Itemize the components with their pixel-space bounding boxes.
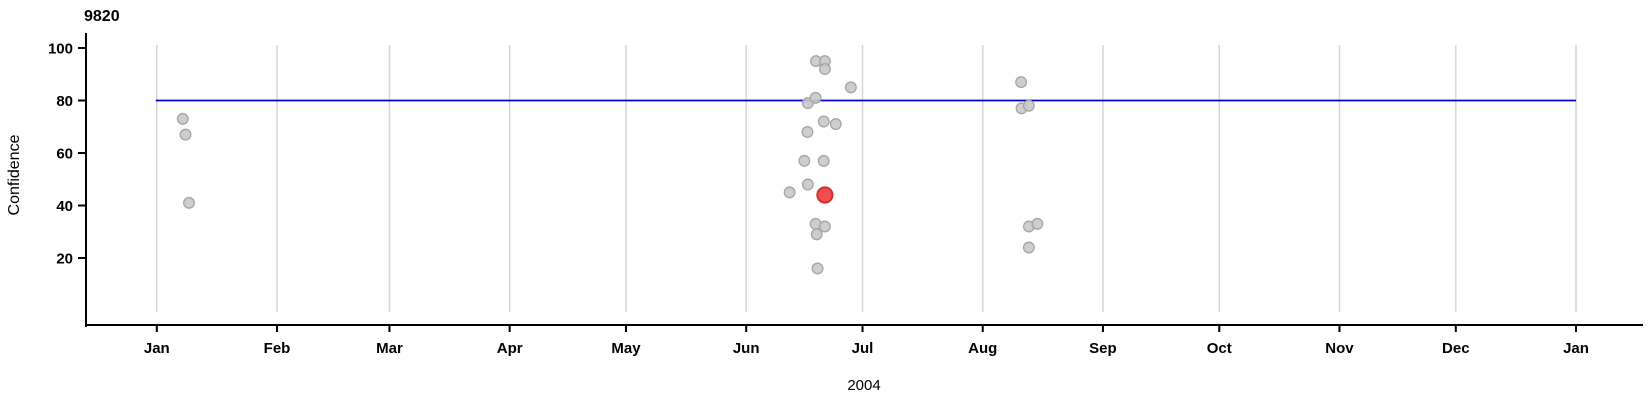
- data-point[interactable]: [801, 178, 814, 191]
- data-point[interactable]: [176, 112, 189, 125]
- chart-title: 9820: [84, 8, 120, 25]
- month-gridlines: [156, 45, 1577, 312]
- data-point[interactable]: [801, 126, 814, 138]
- data-point[interactable]: [1022, 241, 1035, 254]
- y-tick-label: 100: [48, 41, 73, 58]
- y-axis-label: Confidence: [6, 134, 23, 215]
- x-tick-label: Nov: [1325, 340, 1354, 357]
- x-tick-label: Mar: [376, 340, 403, 357]
- data-point[interactable]: [818, 220, 831, 233]
- axes-layer: 20 40 60 80 100 Jan Feb Mar Apr May Jun Jul Aug Sep Oc…: [48, 33, 1643, 357]
- x-tick-label: Feb: [264, 340, 291, 357]
- data-point[interactable]: [810, 228, 823, 241]
- data-point[interactable]: [183, 196, 195, 209]
- data-point[interactable]: [817, 115, 830, 128]
- x-tick-label: Jan: [144, 340, 170, 357]
- data-point[interactable]: [798, 154, 811, 167]
- x-tick-label: Jun: [733, 340, 760, 357]
- x-tick-label: Aug: [968, 340, 997, 357]
- x-tick-label: Sep: [1089, 340, 1117, 357]
- x-tick-label: Apr: [497, 340, 523, 357]
- data-points-layer: [176, 55, 1044, 275]
- data-point[interactable]: [818, 63, 831, 75]
- x-tick-label: Jan: [1563, 340, 1589, 357]
- x-tick-label: Dec: [1442, 340, 1470, 357]
- y-tick-label: 60: [56, 146, 73, 163]
- data-point[interactable]: [1015, 76, 1028, 89]
- highlighted-data-point[interactable]: [816, 186, 834, 204]
- x-axis-year-label: 2004: [847, 377, 880, 394]
- data-point[interactable]: [783, 186, 796, 199]
- y-tick-label: 40: [56, 198, 73, 215]
- data-point[interactable]: [809, 91, 822, 104]
- data-point[interactable]: [817, 154, 830, 167]
- x-tick-label: Jul: [852, 340, 874, 357]
- data-point[interactable]: [179, 128, 192, 141]
- data-point[interactable]: [811, 262, 824, 275]
- y-tick-label: 80: [56, 93, 73, 110]
- data-point[interactable]: [1022, 99, 1035, 112]
- data-point[interactable]: [829, 118, 842, 131]
- data-point[interactable]: [1031, 217, 1044, 230]
- data-point[interactable]: [844, 81, 857, 94]
- x-tick-label: Oct: [1207, 340, 1232, 357]
- y-tick-label: 20: [56, 251, 73, 268]
- x-tick-label: May: [611, 340, 641, 357]
